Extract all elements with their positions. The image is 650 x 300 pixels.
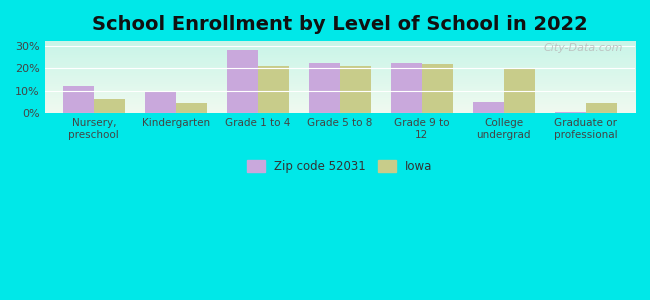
- Bar: [227, 50, 258, 113]
- Text: City-Data.com: City-Data.com: [543, 43, 623, 53]
- Bar: [504, 68, 535, 113]
- Bar: [258, 66, 289, 113]
- Bar: [94, 99, 125, 113]
- Bar: [422, 64, 453, 113]
- Title: School Enrollment by Level of School in 2022: School Enrollment by Level of School in …: [92, 15, 588, 34]
- Bar: [473, 102, 504, 113]
- Bar: [340, 66, 371, 113]
- Bar: [176, 103, 207, 113]
- Bar: [62, 85, 94, 113]
- Bar: [145, 92, 176, 113]
- Bar: [391, 63, 422, 113]
- Bar: [554, 112, 586, 113]
- Bar: [309, 63, 340, 113]
- Bar: [586, 103, 617, 113]
- Legend: Zip code 52031, Iowa: Zip code 52031, Iowa: [241, 154, 438, 179]
